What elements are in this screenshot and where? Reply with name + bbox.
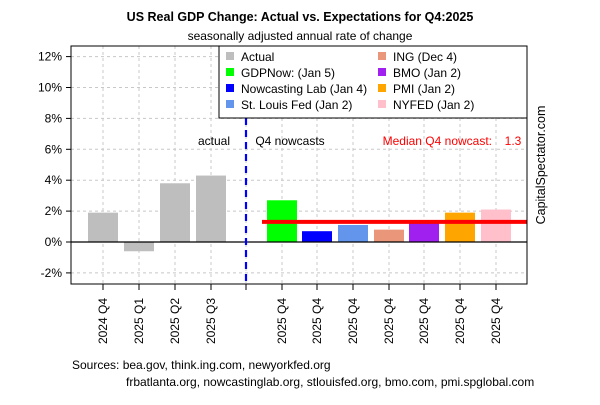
- x-tick-label: 2025 Q4: [417, 298, 431, 344]
- bar: [302, 231, 332, 242]
- watermark: CapitalSpectator.com: [534, 106, 548, 225]
- x-axis: 2024 Q4 2025 Q1 2025 Q2 2025 Q3 2025 Q4 2025 …: [96, 284, 503, 344]
- x-tick-label: 2025 Q4: [382, 298, 396, 344]
- bar: [160, 183, 190, 242]
- legend-label: St. Louis Fed (Jan 2): [241, 98, 352, 112]
- y-axis: -2% 0% 2% 4% 6% 8% 10% 12%: [38, 50, 71, 280]
- legend-swatch: [378, 52, 386, 60]
- x-tick-label: 2024 Q4: [96, 298, 110, 344]
- legend-swatch: [226, 100, 234, 108]
- y-tick-label: 4%: [45, 173, 63, 187]
- y-tick-label: 12%: [38, 50, 62, 64]
- y-tick-label: 0%: [45, 235, 63, 249]
- legend-label: ING (Dec 4): [393, 50, 457, 64]
- legend-swatch: [226, 52, 234, 60]
- x-tick-label: 2025 Q4: [346, 298, 360, 344]
- chart-title: US Real GDP Change: Actual vs. Expectati…: [127, 10, 474, 24]
- x-tick-label: 2025 Q4: [489, 298, 503, 344]
- legend-label: GDPNow: (Jan 5): [241, 66, 335, 80]
- x-tick-label: 2025 Q4: [275, 298, 289, 344]
- legend-swatch: [378, 100, 386, 108]
- x-tick-label: 2025 Q4: [310, 298, 324, 344]
- y-tick-label: 2%: [45, 204, 63, 218]
- y-tick-label: 8%: [45, 111, 63, 125]
- legend-label: PMI (Jan 2): [393, 82, 455, 96]
- bar: [374, 229, 404, 242]
- legend-label: Actual: [241, 50, 274, 64]
- chart-subtitle: seasonally adjusted annual rate of chang…: [188, 29, 413, 43]
- bar: [481, 209, 511, 242]
- legend-swatch: [226, 84, 234, 92]
- x-tick-label: 2025 Q2: [168, 298, 182, 344]
- bar: [88, 212, 118, 242]
- legend: Actual GDPNow: (Jan 5) Nowcasting Lab (Jan…: [218, 45, 528, 119]
- legend-label: Nowcasting Lab (Jan 4): [241, 82, 367, 96]
- median-label: Median Q4 nowcast:: [383, 134, 492, 148]
- annotation-nowcasts: Q4 nowcasts: [255, 134, 324, 148]
- y-tick-label: 6%: [45, 142, 63, 156]
- legend-swatch: [378, 68, 386, 76]
- x-tick-label: 2025 Q4: [453, 298, 467, 344]
- bar: [338, 225, 368, 242]
- sources-line-1: Sources: bea.gov, think.ing.com, newyork…: [72, 358, 331, 372]
- median-value: 1.3: [505, 134, 522, 148]
- bar: [196, 175, 226, 242]
- x-tick-label: 2025 Q3: [204, 298, 218, 344]
- sources-line-2: frbatlanta.org, nowcastinglab.org, stlou…: [126, 375, 534, 389]
- bars: [88, 175, 511, 252]
- legend-swatch: [378, 84, 386, 92]
- bar: [409, 221, 439, 242]
- bar: [445, 212, 475, 242]
- y-tick-label: 10%: [38, 81, 62, 95]
- legend-swatch: [226, 68, 234, 76]
- bar: [124, 242, 154, 252]
- x-tick-label: 2025 Q1: [132, 298, 146, 344]
- legend-label: BMO (Jan 2): [393, 66, 461, 80]
- y-tick-label: -2%: [41, 266, 63, 280]
- legend-box: [218, 45, 528, 119]
- legend-label: NYFED (Jan 2): [393, 98, 474, 112]
- annotation-actual: actual: [198, 134, 230, 148]
